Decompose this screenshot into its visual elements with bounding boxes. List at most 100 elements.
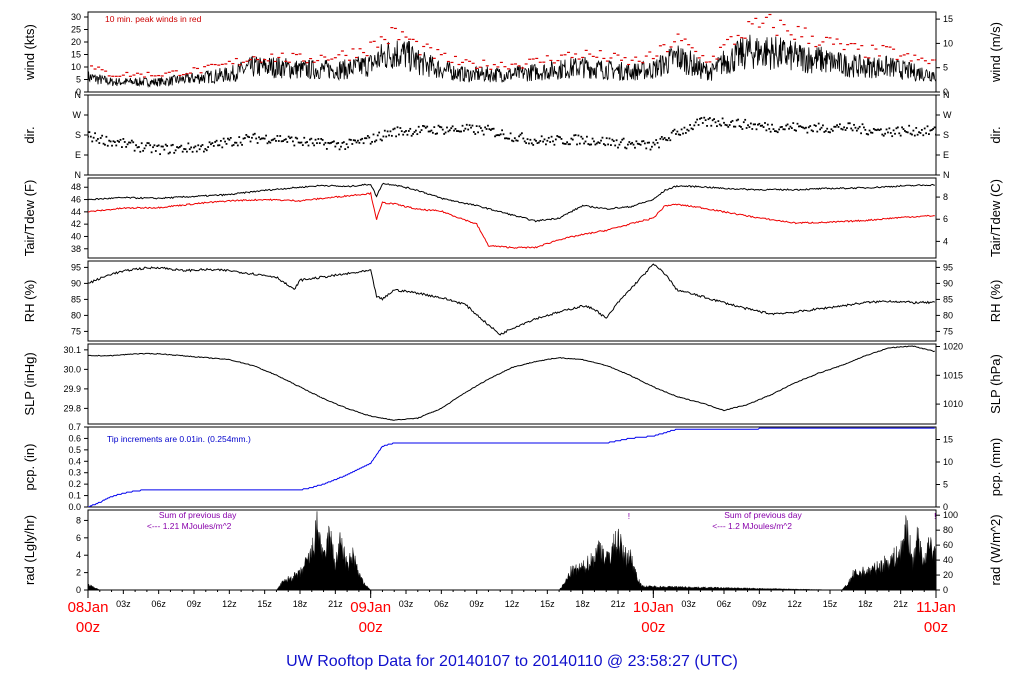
- direction-dot: [530, 142, 533, 145]
- direction-dot: [354, 139, 357, 142]
- direction-dot: [870, 131, 872, 134]
- direction-dot: [717, 120, 720, 123]
- left-tick-label-dir: W: [73, 110, 82, 120]
- direction-dot: [447, 130, 450, 133]
- direction-dot: [749, 122, 752, 125]
- direction-dot: [553, 143, 556, 146]
- direction-dot: [448, 129, 451, 132]
- direction-dot: [781, 126, 783, 128]
- direction-dot: [183, 148, 186, 150]
- direction-dot: [101, 134, 104, 137]
- direction-dot: [894, 132, 896, 135]
- direction-dot: [741, 128, 744, 130]
- direction-dot: [504, 137, 506, 140]
- right-tick-label-pcp: 10: [943, 457, 953, 467]
- left-tick-label-wind: 20: [71, 37, 81, 47]
- direction-dot: [850, 127, 853, 130]
- direction-dot: [922, 134, 925, 137]
- direction-dot: [629, 142, 632, 145]
- direction-dot: [99, 137, 102, 139]
- direction-dot: [306, 141, 308, 143]
- direction-dot: [540, 135, 543, 138]
- direction-dot: [338, 148, 341, 151]
- direction-dot: [221, 146, 224, 149]
- x-tick-label: 12z: [787, 599, 802, 609]
- direction-dot: [424, 126, 427, 129]
- direction-dot: [683, 126, 686, 129]
- direction-dot: [92, 136, 95, 139]
- panel-frame-dir: [87, 94, 937, 176]
- direction-dot: [550, 135, 553, 138]
- direction-dot: [649, 148, 652, 151]
- direction-dot: [800, 126, 803, 128]
- direction-dot: [347, 146, 349, 149]
- ylabel-right-rad: rad (W/m^2): [988, 514, 1003, 585]
- direction-dot: [139, 150, 142, 153]
- direction-dot: [88, 135, 89, 138]
- ylabel-right-pcp: pcp. (mm): [988, 438, 1003, 497]
- direction-dot: [256, 142, 259, 144]
- direction-dot: [171, 143, 174, 146]
- direction-dot: [132, 141, 135, 144]
- direction-dot: [730, 121, 732, 123]
- direction-dot: [725, 124, 728, 127]
- left-tick-label-pcp: 0.5: [68, 445, 81, 455]
- direction-dot: [891, 135, 894, 138]
- direction-dot: [390, 134, 393, 137]
- direction-dot: [858, 125, 861, 128]
- left-tick-label-slp: 29.9: [63, 384, 81, 394]
- direction-dot: [916, 133, 919, 136]
- plot-area-rh: [88, 263, 936, 336]
- direction-dot: [119, 138, 122, 141]
- right-tick-label-slp: 1015: [943, 370, 963, 380]
- direction-dot: [258, 136, 260, 139]
- direction-dot: [591, 137, 594, 140]
- direction-dot: [417, 125, 420, 128]
- direction-dot: [676, 130, 679, 133]
- direction-dot: [755, 128, 758, 131]
- direction-dot: [268, 140, 270, 143]
- direction-dot: [628, 141, 631, 143]
- direction-dot: [667, 137, 670, 139]
- direction-dot: [487, 124, 489, 127]
- direction-dot: [455, 130, 458, 132]
- direction-dot: [340, 145, 342, 148]
- direction-dot: [251, 136, 253, 139]
- direction-dot: [636, 142, 639, 145]
- direction-dot: [304, 141, 307, 144]
- direction-dot: [190, 146, 193, 149]
- direction-dot: [468, 124, 471, 127]
- direction-dot: [352, 139, 355, 142]
- direction-dot: [475, 125, 478, 128]
- direction-dot: [198, 148, 201, 151]
- left-tick-label-pcp: 0.7: [68, 422, 81, 432]
- direction-dot: [632, 143, 635, 146]
- direction-dot: [227, 137, 229, 140]
- x-tick-label: 09z: [187, 599, 202, 609]
- direction-dot: [853, 123, 855, 126]
- direction-dot: [677, 133, 680, 136]
- direction-dot: [484, 126, 487, 129]
- direction-dot: [834, 125, 837, 128]
- direction-dot: [246, 135, 249, 138]
- direction-dot: [328, 142, 331, 145]
- direction-dot: [126, 143, 129, 146]
- right-tick-label-rad: 60: [943, 540, 953, 550]
- direction-dot: [622, 137, 625, 140]
- left-tick-label-rh: 85: [71, 294, 81, 304]
- direction-dot: [307, 144, 310, 147]
- direction-dot: [173, 151, 176, 154]
- radiation-sum-label: Sum of previous day: [724, 510, 802, 520]
- direction-dot: [843, 126, 846, 129]
- direction-dot: [854, 126, 857, 129]
- direction-dot: [610, 144, 612, 146]
- direction-dot: [867, 133, 870, 136]
- direction-dot: [150, 151, 153, 154]
- direction-dot: [303, 136, 306, 139]
- ylabel-right-slp: SLP (hPa): [988, 354, 1003, 414]
- direction-dot: [289, 137, 292, 140]
- direction-dot: [104, 143, 106, 146]
- direction-dot: [239, 141, 242, 144]
- left-tick-label-pcp: 0.3: [68, 468, 81, 478]
